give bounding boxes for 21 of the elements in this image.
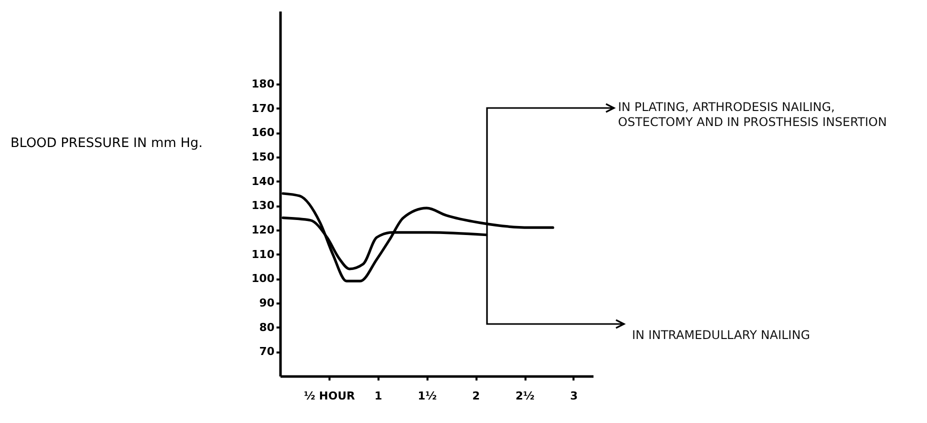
x-tick-label: 1½ — [418, 390, 437, 402]
y-tick-label: 110 — [252, 248, 275, 261]
x-tick-label: 3 — [570, 390, 578, 402]
y-tick-label: 160 — [252, 126, 275, 140]
y-tick-label: 180 — [252, 78, 275, 90]
text: IN INTRAMEDULLARY NAILING — [632, 328, 811, 343]
y-tick-label: 120 — [252, 224, 275, 236]
x-tick-label: 1 — [374, 390, 382, 402]
y-tick-label: 140 — [252, 174, 275, 188]
y-axis-title: BLOOD PRESSURE IN mm Hg. — [10, 136, 203, 152]
y-tick-label: 80 — [259, 320, 275, 334]
y-tick-label: 90 — [259, 296, 275, 310]
y-tick-label: 100 — [252, 272, 275, 286]
x-tick-label: 2½ — [516, 390, 535, 402]
y-tick-label: 130 — [252, 199, 275, 212]
y-tick-label: 170 — [252, 102, 275, 115]
x-tick-label: 2 — [472, 390, 480, 402]
y-tick-label: 150 — [252, 150, 275, 164]
text: IN PLATING, ARTHRODESIS NAILING, OSTECTOMY AND IN PROSTHESIS INSERTION — [618, 100, 888, 130]
x-tick-label: ½ HOUR — [304, 390, 356, 402]
y-tick-label: 70 — [259, 345, 275, 358]
